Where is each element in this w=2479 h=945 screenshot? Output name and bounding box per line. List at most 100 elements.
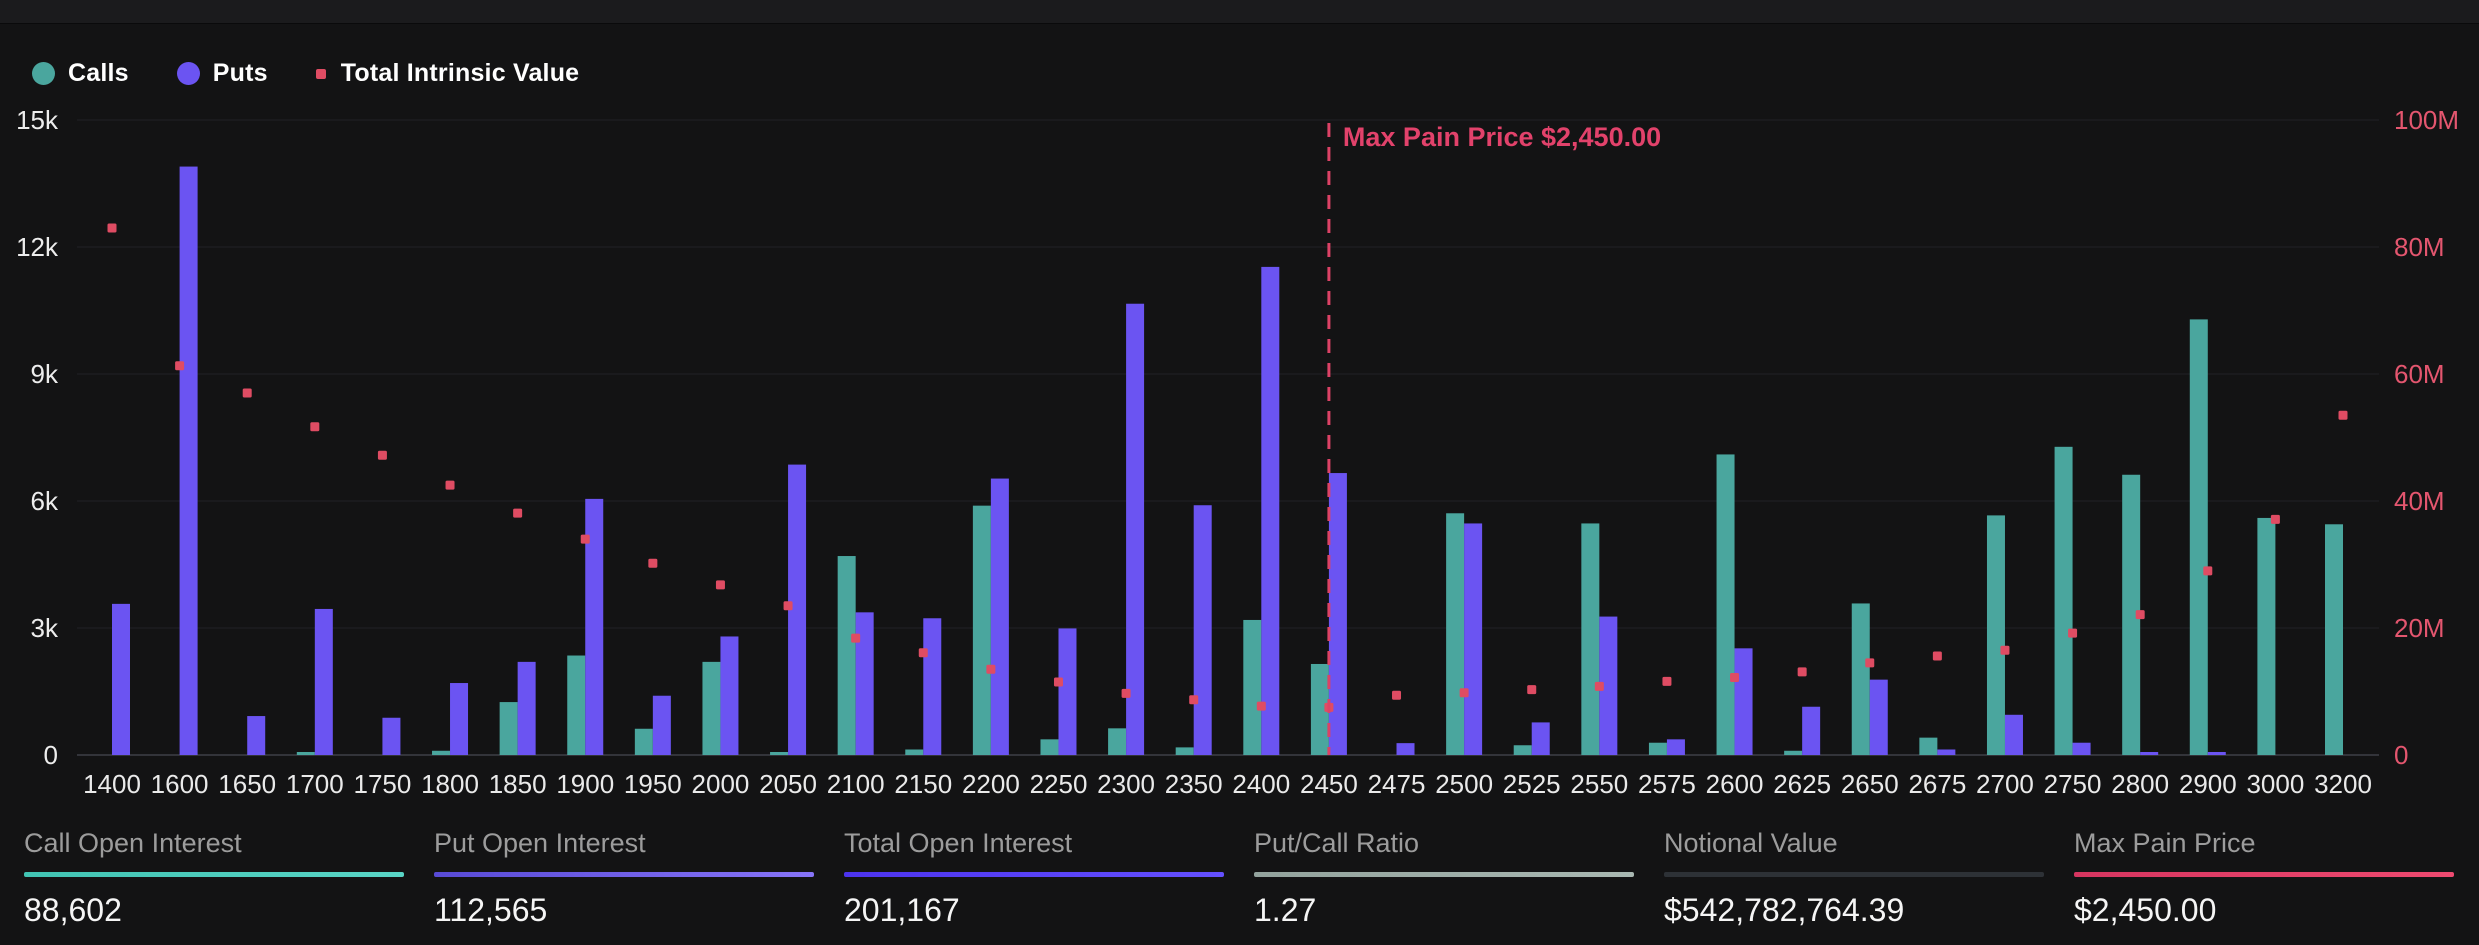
calls-bar <box>1175 747 1194 755</box>
x-axis-tick-label: 2400 <box>1232 769 1290 799</box>
intrinsic-value-dot <box>1797 667 1807 677</box>
legend-item-calls[interactable]: Calls <box>32 59 129 88</box>
stat-accent-bar <box>24 872 404 877</box>
stats-row: Call Open Interest 88,602 Put Open Inter… <box>0 830 2479 945</box>
calls-bar <box>905 749 924 755</box>
stat-card-call-open-interest: Call Open Interest 88,602 <box>24 830 404 926</box>
intrinsic-value-dot <box>1392 690 1402 700</box>
legend-item-total-intrinsic-value[interactable]: Total Intrinsic Value <box>315 59 580 88</box>
intrinsic-value-dot <box>851 633 861 643</box>
stat-value: 201,167 <box>844 892 960 928</box>
intrinsic-value-dot <box>2270 514 2280 524</box>
x-axis-tick-label: 2350 <box>1165 769 1223 799</box>
x-axis-tick-label: 2575 <box>1638 769 1696 799</box>
x-axis-tick-label: 2300 <box>1097 769 1155 799</box>
x-axis-tick-label: 2500 <box>1435 769 1493 799</box>
puts-bar <box>450 683 469 755</box>
calls-bar <box>2054 446 2073 755</box>
right-axis-tick-label: 0 <box>2394 740 2408 770</box>
intrinsic-value-dot <box>1256 701 1266 711</box>
stat-value: 88,602 <box>24 892 122 928</box>
x-axis-tick-label: 1750 <box>354 769 412 799</box>
calls-bar <box>770 752 789 755</box>
x-axis-tick-label: 1950 <box>624 769 682 799</box>
x-axis-tick-label: 2625 <box>1773 769 1831 799</box>
stat-value: 1.27 <box>1254 892 1317 928</box>
stat-accent-bar <box>2074 872 2454 877</box>
legend-label-calls: Calls <box>68 59 129 87</box>
intrinsic-value-dot <box>513 508 523 518</box>
x-axis-tick-label: 2700 <box>1976 769 2034 799</box>
legend-label-puts: Puts <box>212 59 268 87</box>
calls-bar <box>2257 517 2276 755</box>
x-axis-tick-label: 2050 <box>759 769 817 799</box>
right-axis-tick-label: 80M <box>2394 232 2445 262</box>
intrinsic-value-dot <box>1730 673 1740 683</box>
calls-bar <box>2325 524 2343 755</box>
calls-bar <box>432 750 451 755</box>
puts-bar <box>112 603 130 755</box>
calls-bar <box>1310 663 1329 755</box>
puts-bar <box>1802 706 1821 755</box>
stat-card-total-open-interest: Total Open Interest 201,167 <box>844 830 1224 926</box>
x-axis-tick-label: 2600 <box>1706 769 1764 799</box>
intrinsic-value-dot <box>175 361 185 371</box>
x-axis-tick-label: 2750 <box>2044 769 2102 799</box>
intrinsic-value-dot <box>1527 685 1537 695</box>
right-axis-tick-label: 20M <box>2394 613 2445 643</box>
stat-accent-bar <box>844 872 1224 877</box>
intrinsic-value-dot <box>107 223 117 233</box>
calls-bar <box>702 661 721 755</box>
stat-title: Put Open Interest <box>434 828 646 858</box>
right-axis-tick-label: 100M <box>2394 105 2459 135</box>
x-axis-tick-label: 2800 <box>2111 769 2169 799</box>
calls-bar <box>1513 745 1532 755</box>
intrinsic-value-dot <box>986 664 996 674</box>
intrinsic-value-dot <box>1189 695 1199 705</box>
stat-card-put-call-ratio: Put/Call Ratio 1.27 <box>1254 830 1634 926</box>
stat-accent-bar <box>1664 872 2044 877</box>
puts-bar <box>652 695 671 755</box>
x-axis-tick-label: 1700 <box>286 769 344 799</box>
puts-bar <box>1396 743 1415 755</box>
intrinsic-value-dot <box>580 534 590 544</box>
calls-bar <box>1919 737 1938 755</box>
intrinsic-value-dot <box>1053 677 1063 687</box>
calls-bar <box>634 728 653 755</box>
right-axis-tick-label: 60M <box>2394 359 2445 389</box>
puts-bar <box>2072 742 2091 755</box>
x-axis-tick-label: 2100 <box>827 769 885 799</box>
puts-bar <box>990 478 1009 755</box>
puts-bar <box>1193 505 1212 755</box>
x-axis-tick-label: 3000 <box>2246 769 2304 799</box>
puts-bar <box>1869 679 1888 755</box>
puts-bar <box>1058 628 1077 755</box>
stat-title: Call Open Interest <box>24 828 242 858</box>
intrinsic-value-dot <box>918 648 928 658</box>
puts-bar <box>585 498 604 755</box>
calls-bar <box>1648 742 1667 755</box>
x-axis-tick-label: 1850 <box>489 769 547 799</box>
x-axis-tick-label: 2150 <box>894 769 952 799</box>
x-axis-tick-label: 2675 <box>1908 769 1966 799</box>
stat-card-put-open-interest: Put Open Interest 112,565 <box>434 830 814 926</box>
legend-item-puts[interactable]: Puts <box>176 59 268 88</box>
top-window-strip <box>0 0 2479 24</box>
x-axis-tick-label: 1900 <box>556 769 614 799</box>
puts-bar <box>923 618 942 755</box>
puts-bar <box>1464 523 1483 755</box>
stat-title: Put/Call Ratio <box>1254 828 1420 858</box>
intrinsic-value-dot <box>1662 676 1672 686</box>
puts-bar <box>1261 266 1280 755</box>
puts-bar <box>179 166 198 756</box>
left-axis-tick-label: 3k <box>31 613 59 643</box>
calls-bar <box>972 505 991 755</box>
puts-bar <box>1666 739 1685 755</box>
intrinsic-value-dot <box>2203 566 2213 576</box>
calls-bar <box>1446 513 1465 755</box>
intrinsic-value-dot <box>2000 645 2010 655</box>
puts-bar <box>2140 752 2159 755</box>
calls-bar <box>1243 619 1262 755</box>
calls-bar <box>1986 515 2005 755</box>
